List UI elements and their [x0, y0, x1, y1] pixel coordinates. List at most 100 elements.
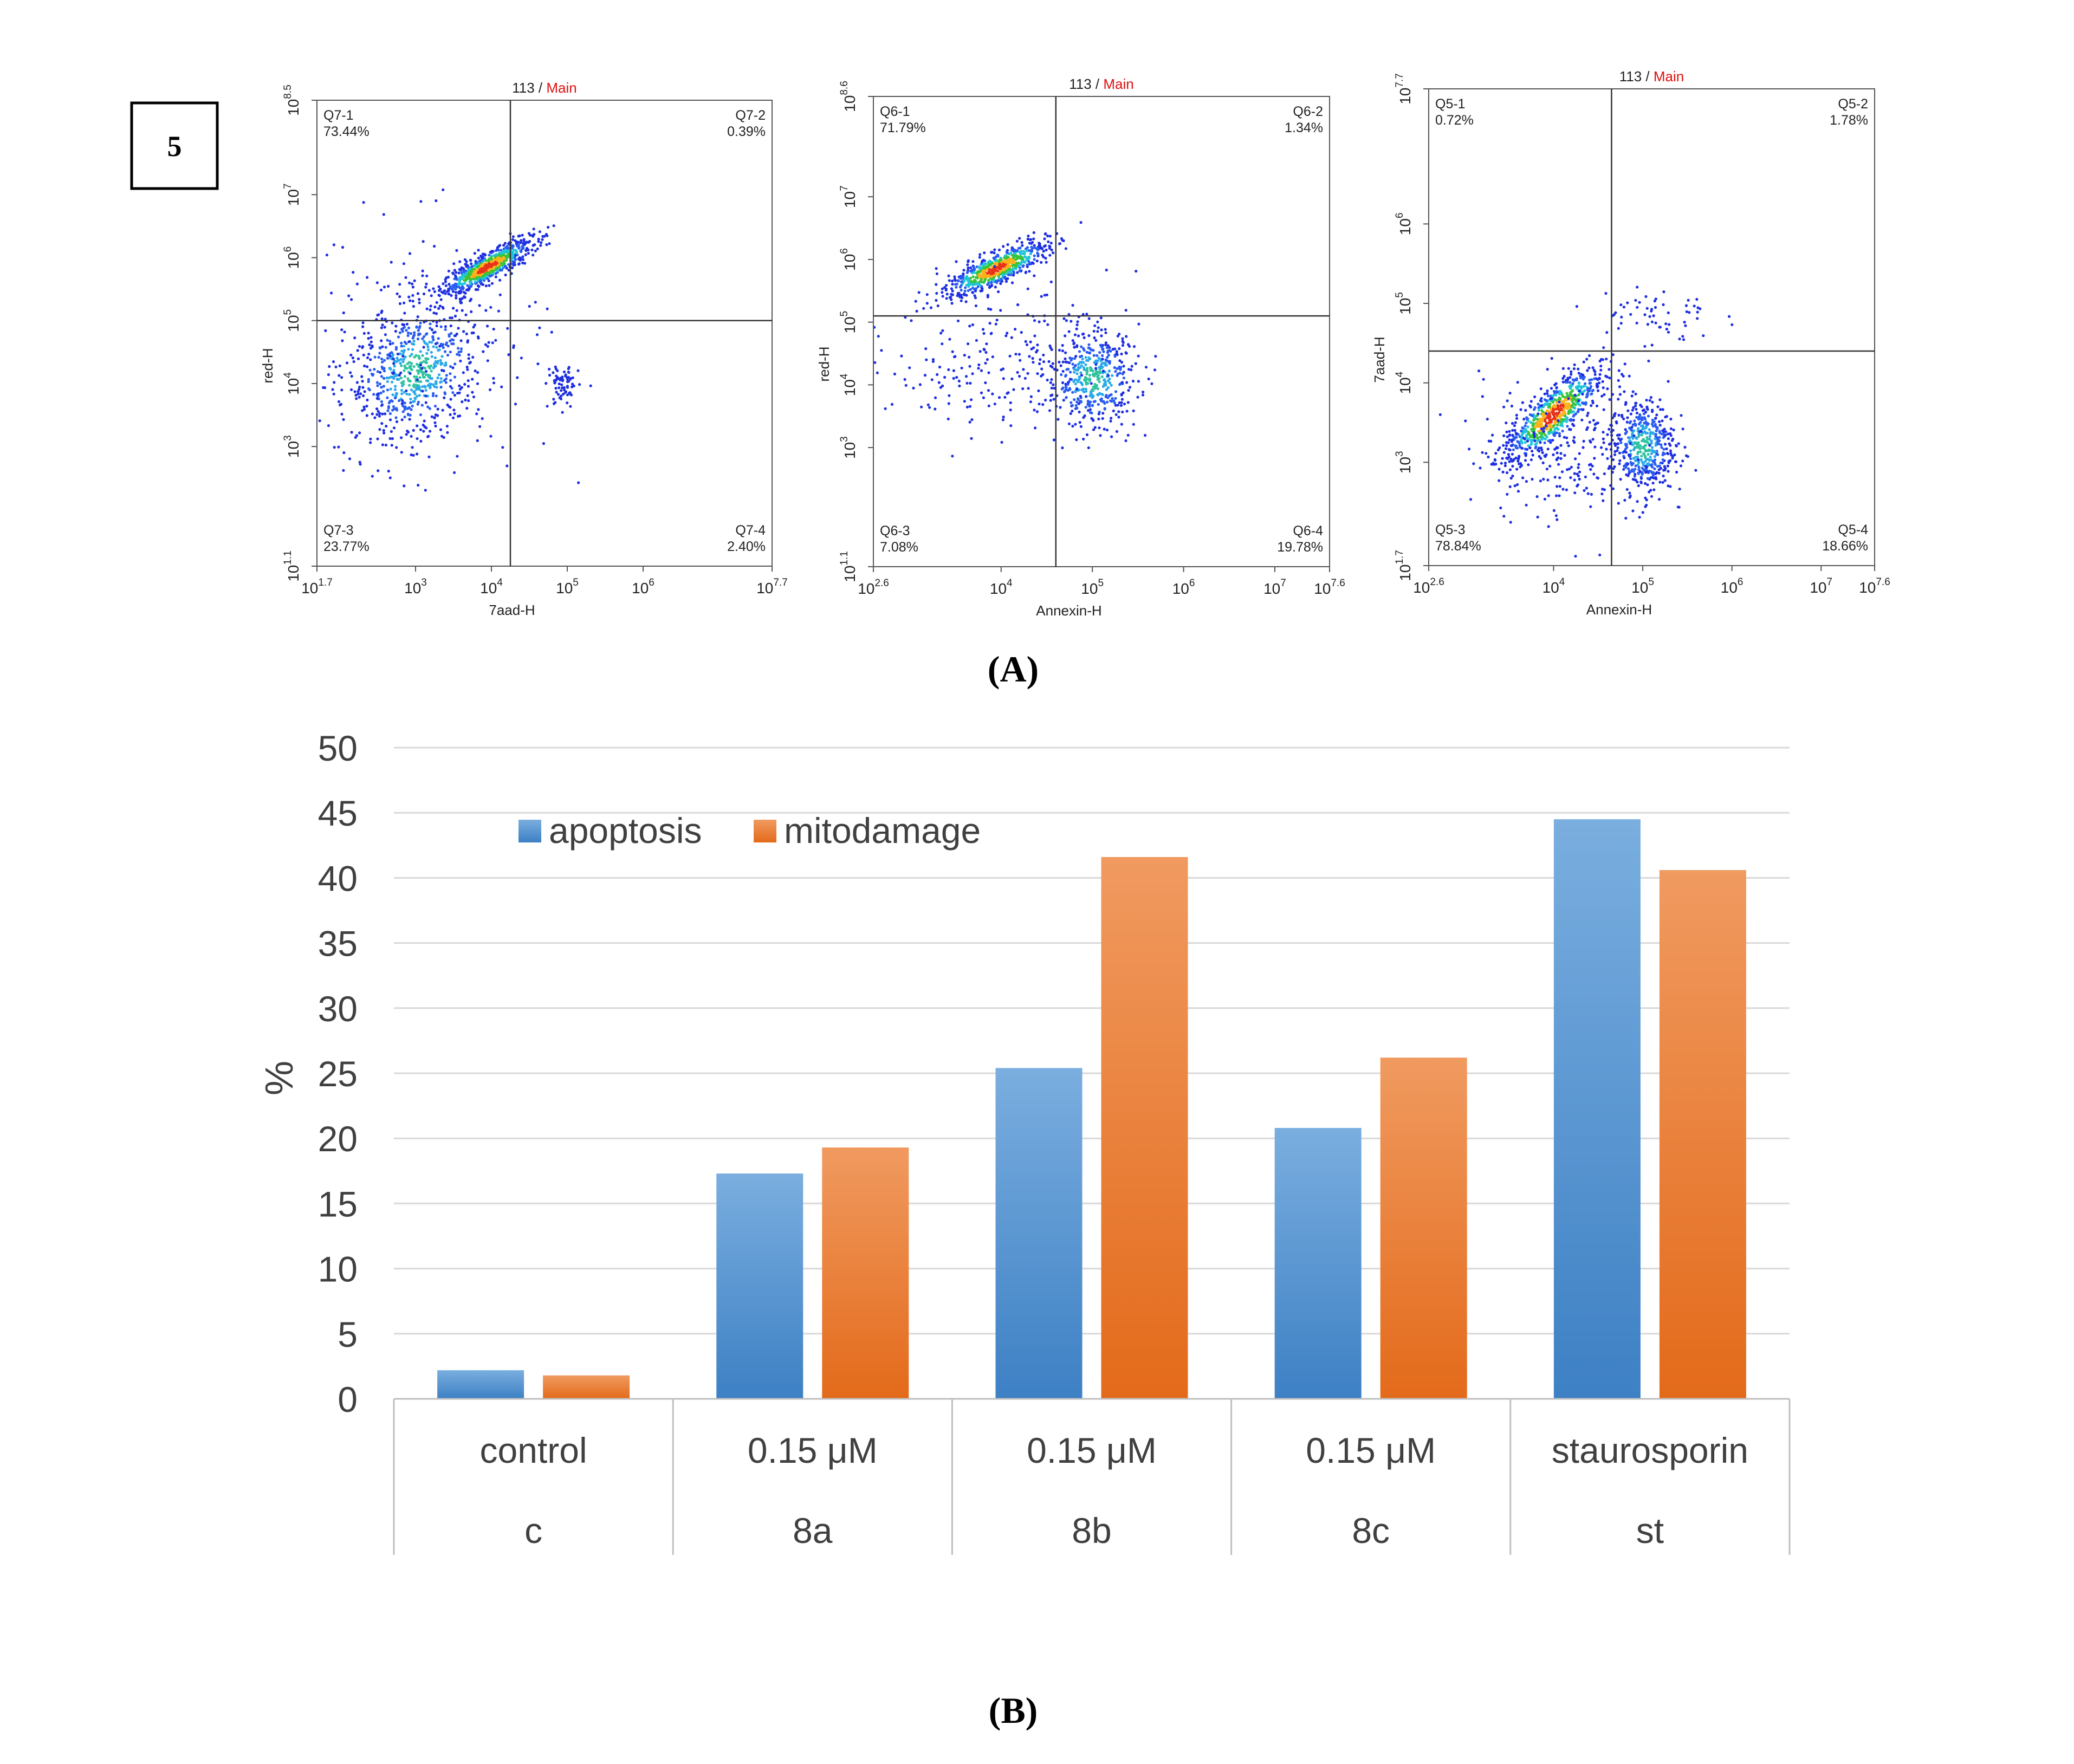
scatter-event: [1084, 356, 1087, 359]
scatter-event: [1600, 492, 1604, 496]
scatter-event: [1629, 449, 1632, 452]
scatter-event: [1616, 446, 1619, 450]
scatter-event: [424, 386, 427, 389]
scatter-event: [472, 326, 475, 329]
scatter-event: [562, 370, 566, 374]
scatter-event: [1530, 427, 1533, 431]
scatter-event: [403, 391, 406, 394]
scatter-event: [492, 381, 496, 385]
scatter-event: [332, 360, 335, 364]
scatter-event: [382, 385, 385, 388]
scatter-event: [1508, 434, 1511, 437]
scatter-event: [352, 271, 355, 274]
scatter-event: [1645, 406, 1649, 410]
scatter-event: [1538, 450, 1541, 453]
scatter-event: [380, 375, 384, 378]
scatter-event: [1563, 374, 1566, 378]
scatter-event: [1503, 464, 1507, 468]
scatter-event: [429, 308, 432, 312]
scatter-event: [1569, 381, 1572, 384]
scatter-event: [1017, 264, 1020, 268]
scatter-event: [1667, 432, 1670, 436]
scatter-event: [444, 361, 448, 365]
scatter-event: [377, 355, 380, 359]
scatter-event: [984, 277, 987, 281]
scatter-event: [1547, 525, 1550, 528]
scatter-event: [968, 355, 971, 359]
scatter-event: [1529, 400, 1533, 403]
scatter-event: [1097, 326, 1100, 329]
scatter-event: [1632, 434, 1636, 437]
scatter-event: [1521, 476, 1525, 479]
scatter-event: [1042, 353, 1045, 356]
scatter-event: [1728, 315, 1731, 318]
scatter-event: [1124, 439, 1127, 443]
scatter-event: [1636, 456, 1639, 459]
scatter-event: [1048, 247, 1051, 250]
scatter-event: [1136, 395, 1139, 399]
scatter-event: [1104, 361, 1107, 365]
x-tick-exponent: 7: [1280, 578, 1286, 589]
scatter-event: [380, 422, 384, 425]
scatter-event: [967, 260, 970, 263]
scatter-event: [408, 393, 411, 396]
scatter-event: [412, 390, 416, 393]
scatter-event: [991, 392, 994, 395]
scatter-event: [1079, 400, 1083, 403]
scatter-event: [1651, 471, 1654, 475]
scatter-event: [454, 334, 457, 338]
scatter-event: [957, 291, 961, 295]
scatter-event: [965, 381, 969, 385]
scatter-event: [388, 340, 392, 343]
scatter-event: [1552, 404, 1555, 407]
scatter-event: [1591, 438, 1595, 441]
scatter-event: [407, 326, 411, 330]
x-tick-exponent: 7.6: [1876, 576, 1890, 588]
scatter-event: [416, 338, 420, 341]
scatter-event: [1002, 264, 1006, 267]
scatter-event: [1624, 516, 1628, 520]
scatter-event: [1608, 377, 1611, 380]
scatter-event: [1629, 457, 1632, 461]
scatter-event: [1501, 470, 1505, 474]
scatter-event: [334, 365, 338, 368]
scatter-event: [917, 291, 921, 294]
scatter-event: [1035, 349, 1039, 352]
scatter-event: [1637, 450, 1640, 453]
scatter-event: [411, 446, 414, 449]
scatter-event: [409, 332, 413, 335]
scatter-event: [1645, 503, 1648, 507]
scatter-event: [444, 343, 448, 346]
scatter-event: [1688, 311, 1691, 314]
scatter-event: [1662, 303, 1665, 307]
scatter-event: [392, 405, 396, 408]
scatter-event: [1093, 324, 1097, 327]
scatter-event: [1655, 413, 1658, 417]
scatter-event: [495, 253, 498, 256]
scatter-event: [1696, 310, 1699, 314]
x-tick-label: 105: [1631, 576, 1654, 596]
scatter-event: [373, 355, 377, 359]
scatter-event: [1555, 386, 1558, 390]
scatter-event: [1529, 421, 1533, 424]
scatter-event: [1644, 455, 1647, 458]
scatter-event: [1547, 439, 1550, 443]
scatter-event: [362, 353, 365, 356]
scatter-event: [1009, 424, 1013, 427]
scatter-event: [1026, 237, 1029, 241]
scatter-event: [1585, 487, 1588, 490]
legend-swatch-mitodamage: [754, 820, 776, 842]
scatter-event: [1663, 443, 1667, 446]
scatter-event: [1111, 348, 1114, 351]
scatter-event: [1550, 425, 1553, 428]
scatter-event: [524, 253, 527, 256]
scatter-event: [1661, 419, 1664, 423]
scatter-event: [1548, 464, 1552, 468]
y-tick-base: 10: [841, 95, 858, 112]
scatter-event: [417, 365, 420, 368]
scatter-event: [1634, 464, 1637, 468]
scatter-event: [571, 376, 574, 379]
scatter-event: [1694, 469, 1697, 472]
scatter-event: [982, 332, 986, 335]
scatter-event: [386, 380, 389, 383]
